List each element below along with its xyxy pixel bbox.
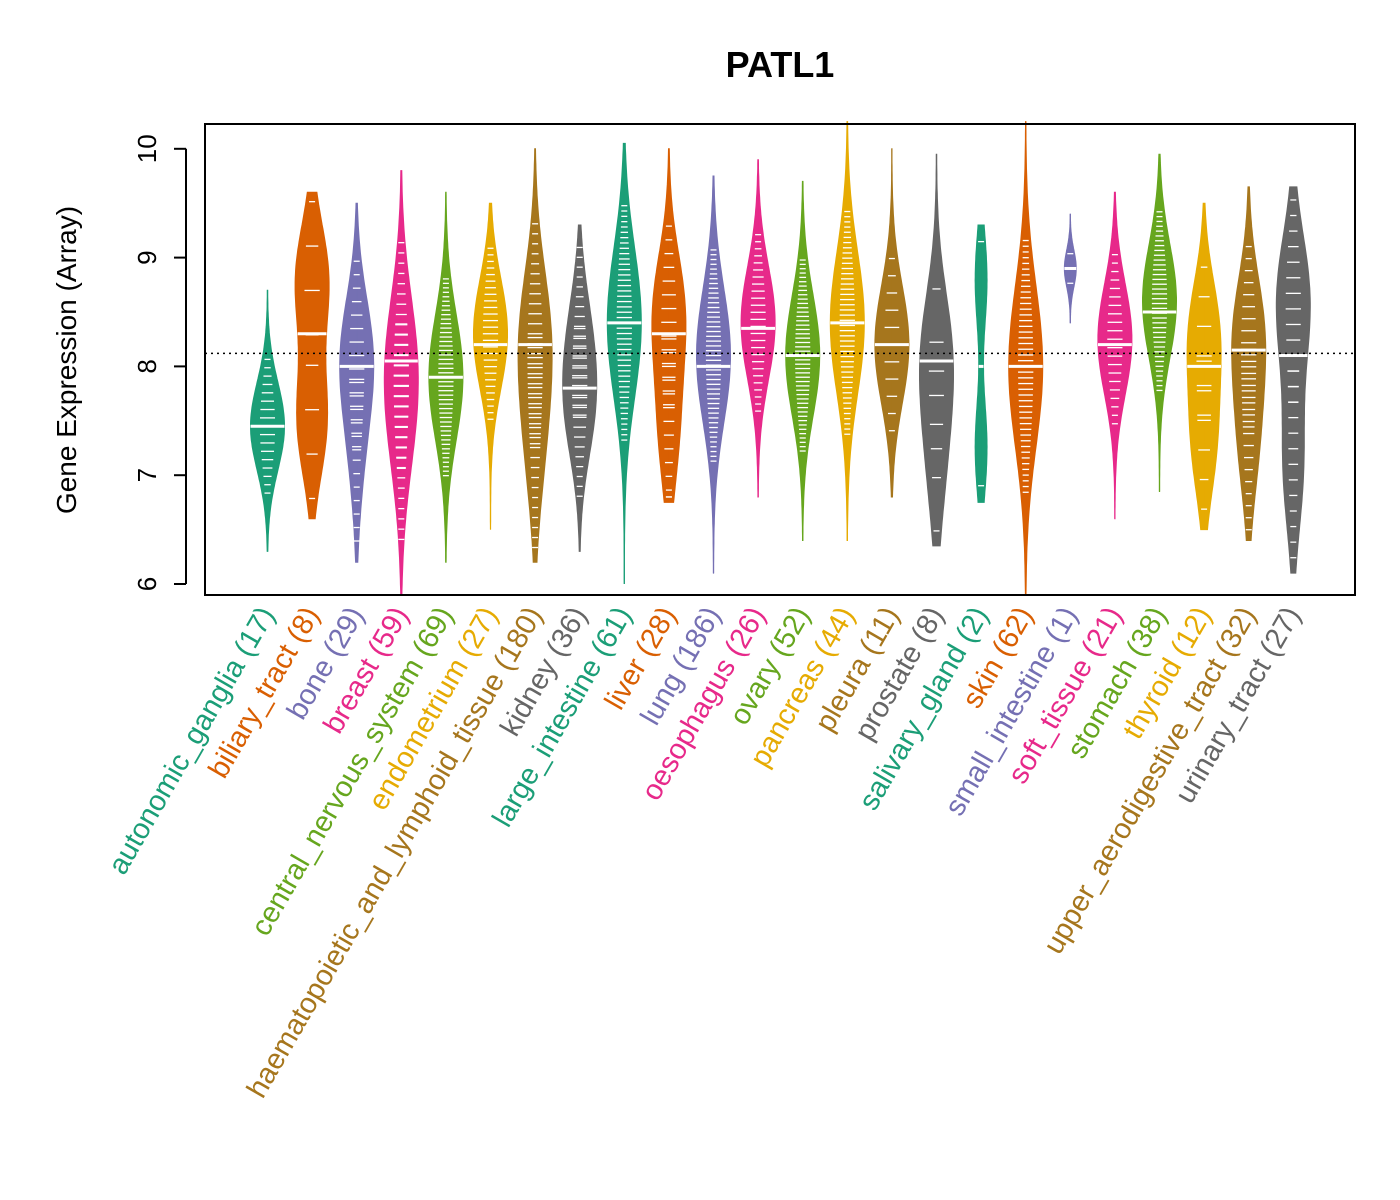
y-tick-label: 9 [132, 250, 162, 264]
bean-small_intestine [1063, 213, 1077, 324]
bean-kidney [562, 224, 598, 552]
bean-liver [651, 148, 687, 503]
bean-urinary_tract [1275, 186, 1311, 574]
bean-endometrium [473, 202, 508, 530]
bean-central_nervous_system [428, 191, 464, 563]
bean-upper_aerodigestive_tract [1231, 186, 1267, 541]
chart-title: PATL1 [726, 44, 835, 85]
bean-autonomic_ganglia [250, 289, 285, 552]
bean-thyroid [1186, 202, 1222, 531]
bean-lung [696, 175, 731, 574]
y-tick-label: 6 [132, 577, 162, 591]
y-tick-label: 7 [132, 468, 162, 482]
bean-breast [383, 170, 419, 596]
y-tick-label: 10 [132, 134, 162, 163]
plot-frame [204, 123, 1356, 596]
category-labels: autonomic_ganglia (17)biliary_tract (8)b… [102, 602, 1307, 1104]
y-tick-label: 8 [132, 359, 162, 373]
bean-salivary_gland [974, 224, 988, 503]
bean-soft_tissue [1097, 191, 1133, 520]
bean-prostate [919, 153, 954, 547]
bean-pancreas [829, 121, 865, 541]
y-axis-label: Gene Expression (Array) [51, 206, 82, 514]
bean-skin [1008, 121, 1044, 596]
bean-ovary [785, 180, 821, 541]
bean-stomach [1142, 153, 1177, 492]
bean-large_intestine [606, 142, 642, 585]
y-axis: 6 7 8 9 10 [132, 134, 187, 591]
beans-layer [250, 121, 1311, 596]
bean-biliary_tract [294, 191, 330, 520]
bean-pleura [874, 148, 910, 498]
bean-bone [339, 202, 375, 563]
bean-oesophagus [740, 159, 776, 498]
bean-haematopoietic_and_lymphoid_tissue [517, 148, 553, 563]
